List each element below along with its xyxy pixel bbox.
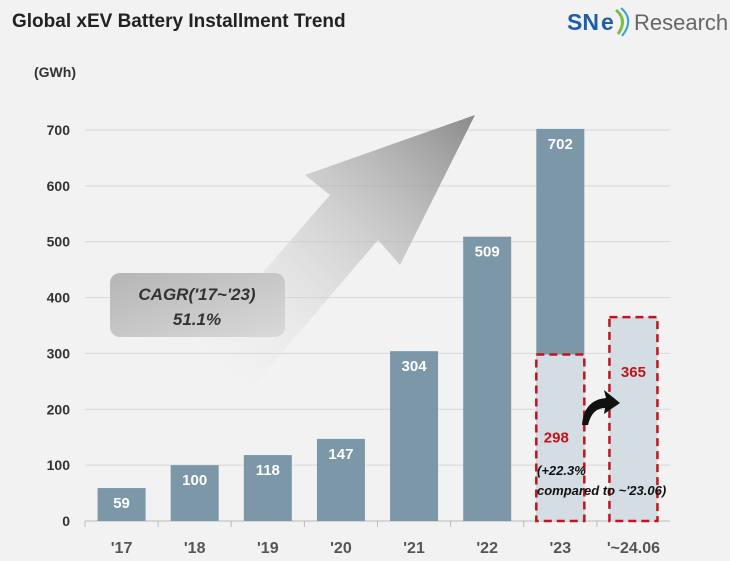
- y-tick-label: 700: [47, 122, 71, 138]
- bar-value-label: 509: [475, 244, 500, 261]
- bar-value-label: 304: [402, 358, 428, 375]
- bar-highlight: [535, 353, 586, 523]
- y-tick-label: 400: [47, 290, 71, 306]
- svg-text:SN: SN: [567, 9, 599, 35]
- y-tick-label: 600: [47, 178, 71, 194]
- x-tick-label: '19: [257, 540, 279, 557]
- x-tick-label: '23: [550, 540, 572, 557]
- x-tick-label: '20: [330, 540, 352, 557]
- y-tick-label: 0: [62, 513, 70, 529]
- x-tick-label: '17: [111, 540, 133, 557]
- y-tick-label: 500: [47, 234, 71, 250]
- growth-annotation-2: compared to ~'23.06): [537, 483, 666, 498]
- bar-value-label: 100: [182, 472, 207, 489]
- chart-title: Global xEV Battery Installment Trend: [12, 11, 346, 32]
- cagr-label: CAGR('17~'23): [138, 285, 256, 304]
- growth-annotation-1: (+22.3%: [537, 463, 586, 478]
- bar: [170, 465, 219, 521]
- highlight-value-label: 298: [544, 430, 569, 447]
- bar-value-label: 365: [621, 364, 646, 381]
- bar-value-label: 118: [256, 462, 280, 479]
- bar: [463, 236, 512, 522]
- bar: [608, 315, 659, 523]
- bar: [390, 351, 439, 521]
- sne-research-logo: SN e Research: [567, 7, 728, 37]
- bar: [243, 455, 292, 521]
- cagr-annotation: CAGR('17~'23) 51.1%: [110, 273, 285, 337]
- bar-value-label: 702: [548, 136, 573, 153]
- y-tick-label: 100: [47, 457, 71, 473]
- svg-text:e: e: [601, 9, 614, 35]
- x-tick-label: '21: [403, 540, 425, 557]
- y-tick-label: 300: [47, 345, 71, 361]
- x-tick-label: '18: [184, 540, 206, 557]
- x-tick-label: '~24.06: [607, 540, 660, 557]
- bar: [97, 488, 146, 521]
- y-axis-label: (GWh): [34, 64, 76, 80]
- bar-value-label: 59: [113, 495, 130, 512]
- x-tick-label: '22: [476, 540, 498, 557]
- curved-arrow-icon: [582, 390, 620, 425]
- growth-arrow: [200, 115, 475, 390]
- y-tick-label: 200: [47, 401, 71, 417]
- cagr-value: 51.1%: [173, 310, 221, 329]
- bar: [316, 438, 365, 521]
- svg-text:Research: Research: [634, 10, 728, 35]
- bar-value-label: 147: [328, 446, 353, 463]
